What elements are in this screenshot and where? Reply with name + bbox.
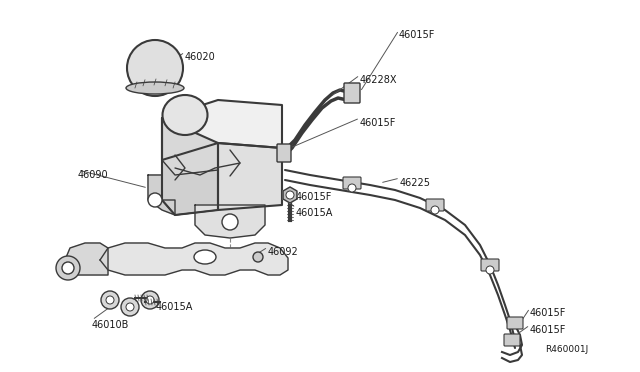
Text: 46020: 46020 [185,52,216,62]
Text: 46010B: 46010B [92,320,129,330]
Text: 46092: 46092 [268,247,299,257]
Text: 46015A: 46015A [156,302,193,312]
Circle shape [62,262,74,274]
Ellipse shape [126,82,184,94]
FancyBboxPatch shape [344,83,360,103]
FancyBboxPatch shape [426,199,444,211]
Circle shape [431,206,439,214]
Circle shape [101,291,119,309]
Text: 46225: 46225 [400,178,431,188]
Circle shape [253,252,263,262]
Text: 46015A: 46015A [296,208,333,218]
Circle shape [146,296,154,304]
Polygon shape [195,205,265,238]
Circle shape [286,191,294,199]
Polygon shape [283,187,297,203]
Circle shape [56,256,80,280]
Circle shape [127,40,183,96]
FancyBboxPatch shape [277,144,291,162]
Polygon shape [162,160,218,215]
Circle shape [486,266,494,274]
Text: 46090: 46090 [78,170,109,180]
FancyBboxPatch shape [343,177,361,189]
Circle shape [106,296,114,304]
Circle shape [222,214,238,230]
Text: 46015F: 46015F [530,308,566,318]
Polygon shape [218,143,282,210]
Circle shape [141,291,159,309]
Circle shape [121,298,139,316]
Circle shape [126,303,134,311]
Circle shape [148,193,162,207]
Polygon shape [148,175,175,215]
Text: 46015F: 46015F [296,192,332,202]
Ellipse shape [194,250,216,264]
Polygon shape [100,243,288,275]
FancyBboxPatch shape [481,259,499,271]
Text: 46228X: 46228X [360,75,397,85]
FancyBboxPatch shape [504,334,520,346]
Polygon shape [162,100,282,160]
Text: R460001J: R460001J [545,345,588,354]
FancyBboxPatch shape [507,317,523,329]
Circle shape [348,184,356,192]
Polygon shape [162,118,218,215]
Text: 46015F: 46015F [399,30,435,40]
Text: 46015F: 46015F [360,118,396,128]
Ellipse shape [163,95,207,135]
Text: 46015F: 46015F [530,325,566,335]
Polygon shape [65,243,108,275]
